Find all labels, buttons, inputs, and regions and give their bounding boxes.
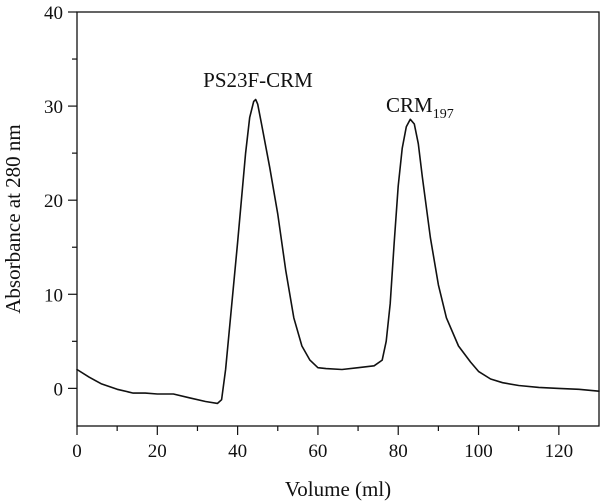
- y-tick-label: 30: [44, 97, 63, 118]
- ticks-layer: [68, 11, 560, 435]
- y-tick-label: 40: [44, 3, 63, 24]
- x-axis-title: Volume (ml): [285, 477, 391, 501]
- x-tick-label: 40: [228, 441, 247, 462]
- x-tick-label: 20: [148, 441, 167, 462]
- annotation-ps23f-crm: PS23F-CRM: [203, 68, 313, 92]
- y-tick-label: 20: [44, 191, 63, 212]
- tick-labels-layer: 0 20 40 60 80 100 120 0 10 20 30 40: [44, 3, 573, 462]
- x-tick-label: 100: [464, 441, 493, 462]
- x-tick-label: 120: [545, 441, 574, 462]
- y-tick-label: 10: [44, 285, 63, 306]
- absorbance-trace-line: [76, 98, 600, 405]
- annotation-crm197-main: CRM: [386, 93, 433, 117]
- y-axis-title: Absorbance at 280 nm: [1, 124, 25, 314]
- x-tick-label: 60: [308, 441, 327, 462]
- x-tick-label: 0: [72, 441, 82, 462]
- x-tick-label: 80: [389, 441, 408, 462]
- y-tick-label: 0: [54, 379, 64, 400]
- annotation-crm197: CRM197: [386, 93, 454, 122]
- plot-frame: [76, 11, 600, 427]
- annotation-crm197-subscript: 197: [433, 107, 454, 122]
